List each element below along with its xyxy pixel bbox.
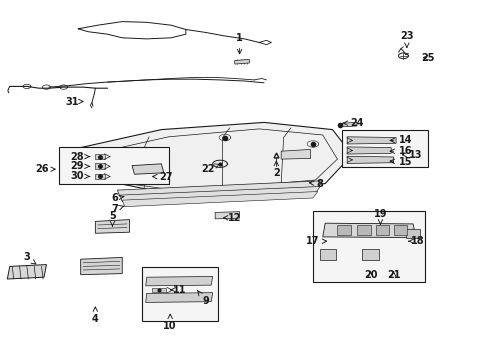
Polygon shape	[7, 265, 46, 279]
Polygon shape	[346, 137, 395, 144]
Polygon shape	[320, 249, 336, 260]
Text: 8: 8	[309, 179, 323, 189]
Polygon shape	[234, 59, 249, 64]
Polygon shape	[393, 225, 407, 235]
Bar	[142, 267, 217, 321]
Text: 18: 18	[407, 236, 424, 246]
Text: 27: 27	[152, 172, 173, 182]
Text: 22: 22	[201, 164, 220, 174]
Text: 19: 19	[373, 209, 386, 225]
Polygon shape	[122, 192, 317, 207]
Text: 9: 9	[197, 291, 208, 306]
Polygon shape	[117, 181, 322, 197]
Text: 13: 13	[402, 150, 422, 160]
Text: 23: 23	[399, 31, 413, 48]
Text: 6: 6	[111, 193, 123, 203]
Polygon shape	[375, 225, 388, 235]
Text: 21: 21	[386, 270, 400, 280]
Polygon shape	[120, 186, 320, 202]
Text: 17: 17	[305, 236, 326, 246]
Polygon shape	[337, 225, 350, 235]
Polygon shape	[322, 223, 415, 238]
Text: 4: 4	[92, 307, 99, 324]
Text: 3: 3	[23, 252, 36, 264]
Text: 29: 29	[70, 161, 89, 171]
Polygon shape	[95, 174, 105, 179]
Polygon shape	[346, 156, 393, 163]
Bar	[59, 147, 168, 184]
Polygon shape	[346, 147, 390, 154]
Text: 7: 7	[111, 204, 123, 214]
Polygon shape	[215, 212, 239, 219]
Polygon shape	[342, 122, 356, 127]
Text: 15: 15	[389, 157, 412, 167]
Polygon shape	[151, 288, 166, 292]
Polygon shape	[95, 154, 105, 159]
Text: 20: 20	[363, 270, 377, 280]
Text: 24: 24	[343, 118, 363, 128]
Polygon shape	[145, 293, 212, 302]
Text: 31: 31	[65, 96, 83, 107]
Text: 16: 16	[389, 146, 412, 156]
Text: 12: 12	[223, 213, 241, 223]
Polygon shape	[81, 257, 122, 275]
Text: 30: 30	[70, 171, 89, 181]
Polygon shape	[145, 276, 212, 286]
Polygon shape	[76, 122, 351, 196]
Text: 28: 28	[70, 152, 89, 162]
Text: 14: 14	[389, 135, 412, 145]
Polygon shape	[95, 220, 129, 233]
Polygon shape	[95, 163, 105, 169]
Text: 1: 1	[236, 33, 243, 54]
Polygon shape	[281, 149, 310, 159]
Text: 26: 26	[35, 164, 55, 174]
Polygon shape	[356, 225, 370, 235]
Polygon shape	[361, 249, 378, 260]
Text: 2: 2	[272, 161, 279, 178]
Polygon shape	[405, 229, 419, 238]
Text: 10: 10	[163, 314, 177, 331]
Polygon shape	[132, 164, 163, 174]
Bar	[312, 211, 425, 282]
Text: 25: 25	[420, 53, 434, 63]
Bar	[342, 130, 427, 167]
Text: 11: 11	[170, 285, 186, 295]
Text: 5: 5	[109, 211, 116, 226]
